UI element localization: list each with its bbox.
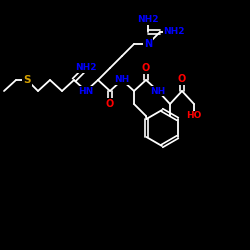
Text: O: O <box>106 99 114 109</box>
Text: HN: HN <box>78 86 94 96</box>
Text: NH: NH <box>150 86 166 96</box>
Text: O: O <box>178 74 186 84</box>
Text: N: N <box>144 39 152 49</box>
Text: NH2: NH2 <box>163 28 185 36</box>
Text: HO: HO <box>186 112 202 120</box>
Text: NH: NH <box>114 76 130 84</box>
Text: O: O <box>142 63 150 73</box>
Text: NH2: NH2 <box>137 16 159 24</box>
Text: S: S <box>23 75 31 85</box>
Text: NH2: NH2 <box>75 64 97 72</box>
